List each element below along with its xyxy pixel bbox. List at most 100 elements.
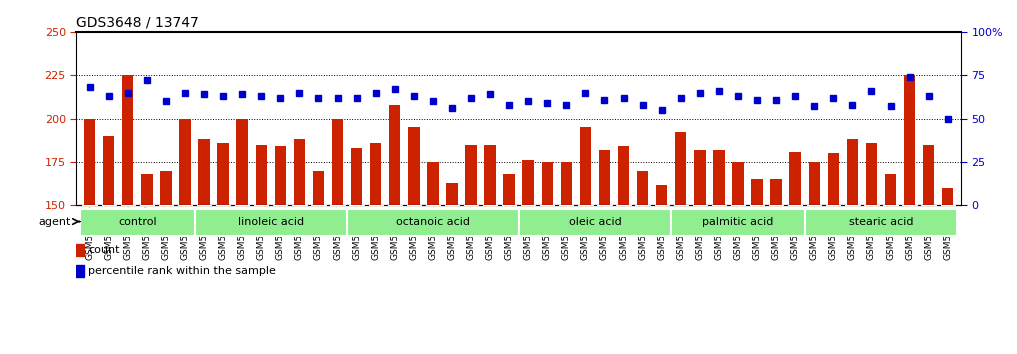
Bar xyxy=(923,144,935,354)
Bar xyxy=(828,153,839,354)
Bar xyxy=(675,132,686,354)
Text: GSM525233: GSM525233 xyxy=(790,205,799,260)
Bar xyxy=(617,146,630,354)
Text: GSM525235: GSM525235 xyxy=(829,205,838,260)
Bar xyxy=(122,75,133,354)
Bar xyxy=(76,244,84,256)
FancyBboxPatch shape xyxy=(235,205,249,206)
FancyBboxPatch shape xyxy=(502,205,517,206)
Bar xyxy=(161,171,172,354)
Text: GSM525196: GSM525196 xyxy=(85,205,95,260)
Text: GSM525224: GSM525224 xyxy=(619,205,629,260)
FancyBboxPatch shape xyxy=(636,205,650,206)
FancyBboxPatch shape xyxy=(387,205,402,206)
Bar xyxy=(694,150,706,354)
Text: count: count xyxy=(87,245,119,255)
FancyBboxPatch shape xyxy=(941,205,955,206)
Text: GSM525204: GSM525204 xyxy=(238,205,247,260)
FancyBboxPatch shape xyxy=(292,205,306,206)
FancyBboxPatch shape xyxy=(845,205,859,206)
FancyBboxPatch shape xyxy=(864,205,879,206)
FancyBboxPatch shape xyxy=(673,205,687,206)
Text: GSM525231: GSM525231 xyxy=(753,205,762,260)
FancyBboxPatch shape xyxy=(444,205,459,206)
Bar xyxy=(332,119,343,354)
FancyBboxPatch shape xyxy=(368,205,382,206)
FancyBboxPatch shape xyxy=(921,205,936,206)
FancyBboxPatch shape xyxy=(197,205,212,206)
Text: GSM525221: GSM525221 xyxy=(561,205,571,260)
Bar xyxy=(580,127,591,354)
FancyBboxPatch shape xyxy=(559,205,574,206)
FancyBboxPatch shape xyxy=(540,205,554,206)
FancyBboxPatch shape xyxy=(597,205,611,206)
FancyBboxPatch shape xyxy=(804,209,957,236)
FancyBboxPatch shape xyxy=(579,205,593,206)
FancyBboxPatch shape xyxy=(347,209,519,236)
Text: GSM525220: GSM525220 xyxy=(543,205,552,260)
Text: GSM525234: GSM525234 xyxy=(810,205,819,260)
Text: percentile rank within the sample: percentile rank within the sample xyxy=(87,266,276,276)
Bar xyxy=(484,144,496,354)
Text: GSM525229: GSM525229 xyxy=(714,205,723,260)
Text: GDS3648 / 13747: GDS3648 / 13747 xyxy=(76,15,199,29)
Bar xyxy=(752,179,763,354)
Text: GSM525226: GSM525226 xyxy=(657,205,666,260)
Text: GSM525211: GSM525211 xyxy=(371,205,380,260)
Text: GSM525240: GSM525240 xyxy=(924,205,934,260)
FancyBboxPatch shape xyxy=(712,205,726,206)
Bar xyxy=(218,143,229,354)
Text: GSM525239: GSM525239 xyxy=(905,205,914,260)
Bar xyxy=(446,183,458,354)
Text: GSM525212: GSM525212 xyxy=(391,205,400,260)
Bar xyxy=(255,144,266,354)
Bar xyxy=(560,162,572,354)
Text: linoleic acid: linoleic acid xyxy=(238,217,304,227)
Bar xyxy=(789,152,801,354)
Bar xyxy=(599,150,610,354)
FancyBboxPatch shape xyxy=(254,205,268,206)
FancyBboxPatch shape xyxy=(350,205,364,206)
FancyBboxPatch shape xyxy=(178,205,192,206)
FancyBboxPatch shape xyxy=(671,209,804,236)
Bar xyxy=(141,174,153,354)
Bar xyxy=(809,162,820,354)
FancyBboxPatch shape xyxy=(693,205,707,206)
Bar xyxy=(83,119,96,354)
Text: GSM525218: GSM525218 xyxy=(504,205,514,260)
FancyBboxPatch shape xyxy=(616,205,631,206)
FancyBboxPatch shape xyxy=(731,205,745,206)
Bar xyxy=(942,188,954,354)
FancyBboxPatch shape xyxy=(274,205,288,206)
Bar xyxy=(732,162,743,354)
Bar xyxy=(103,136,114,354)
Bar xyxy=(294,139,305,354)
Bar xyxy=(904,75,915,354)
FancyBboxPatch shape xyxy=(139,205,154,206)
Bar xyxy=(656,184,667,354)
FancyBboxPatch shape xyxy=(902,205,916,206)
Text: oleic acid: oleic acid xyxy=(569,217,621,227)
Text: GSM525209: GSM525209 xyxy=(333,205,342,260)
Text: GSM525223: GSM525223 xyxy=(600,205,609,260)
FancyBboxPatch shape xyxy=(159,205,173,206)
FancyBboxPatch shape xyxy=(331,205,345,206)
Text: GSM525241: GSM525241 xyxy=(943,205,952,260)
Text: GSM525214: GSM525214 xyxy=(428,205,437,260)
Text: GSM525207: GSM525207 xyxy=(295,205,304,260)
FancyBboxPatch shape xyxy=(769,205,783,206)
Text: GSM525198: GSM525198 xyxy=(123,205,132,260)
Text: GSM525200: GSM525200 xyxy=(162,205,171,260)
Text: GSM525237: GSM525237 xyxy=(866,205,876,260)
FancyBboxPatch shape xyxy=(788,205,802,206)
Text: agent: agent xyxy=(39,217,71,227)
Bar xyxy=(846,139,858,354)
Text: GSM525213: GSM525213 xyxy=(409,205,418,260)
Text: GSM525201: GSM525201 xyxy=(180,205,189,260)
Text: GSM525236: GSM525236 xyxy=(848,205,857,260)
Text: GSM525238: GSM525238 xyxy=(886,205,895,260)
Bar xyxy=(388,105,401,354)
FancyBboxPatch shape xyxy=(464,205,478,206)
Bar xyxy=(370,143,381,354)
FancyBboxPatch shape xyxy=(521,205,535,206)
